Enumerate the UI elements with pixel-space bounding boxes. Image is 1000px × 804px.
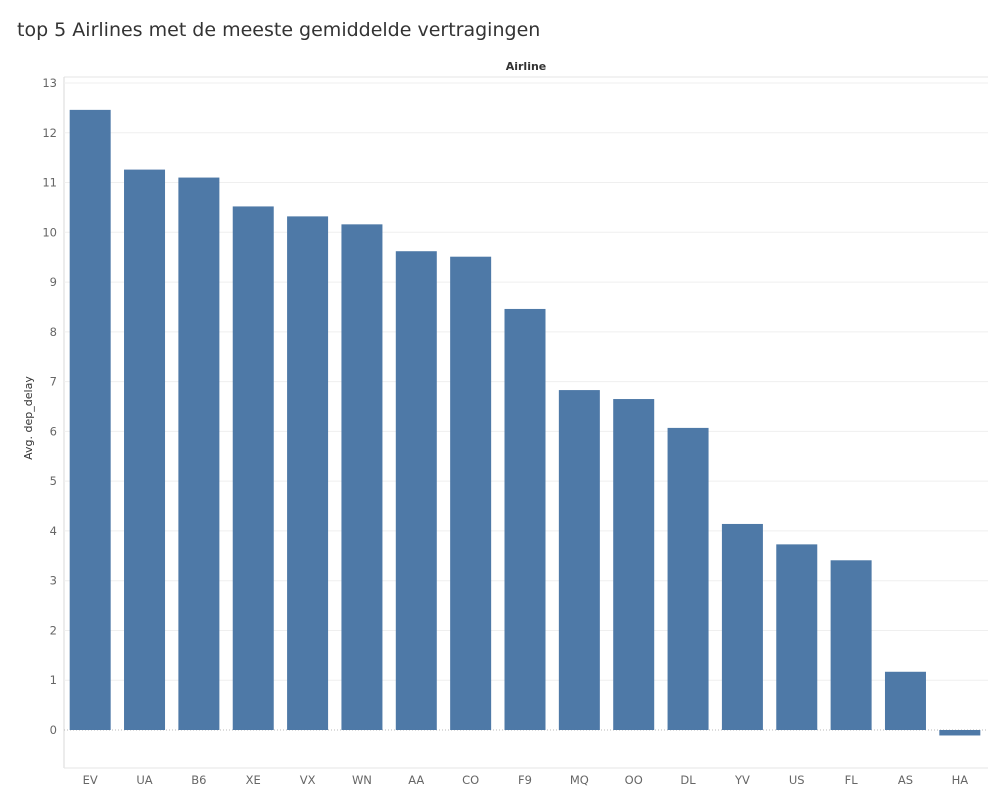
bar [613,399,655,730]
column-header: Airline [506,60,547,73]
bars [69,109,981,736]
bar [124,169,166,731]
bar [287,216,329,731]
y-tick-label: 10 [42,225,57,239]
bar [558,390,600,730]
bar [939,730,981,736]
y-tick-label: 5 [50,474,57,488]
y-tick-label: 6 [50,424,57,438]
x-tick-label: WN [352,773,372,787]
y-tick-label: 0 [50,723,57,737]
x-tick-label: B6 [191,773,206,787]
y-axis-label: Avg. dep_delay [22,376,35,460]
bar [667,427,709,730]
bar [450,256,492,730]
bar [232,206,274,731]
bar [884,671,926,730]
bar [69,109,111,731]
bar [178,177,220,731]
bar [395,251,437,730]
x-tick-label: CO [462,773,479,787]
x-tick-label: UA [136,773,152,787]
x-tick-label: DL [680,773,696,787]
x-tick-label: YV [734,773,750,787]
y-tick-label: 3 [50,574,57,588]
y-tick-label: 4 [50,524,57,538]
x-tick-label: XE [246,773,261,787]
bar [341,224,383,731]
bar [830,560,872,730]
bar [504,308,546,730]
bar [776,544,818,730]
chart-title: top 5 Airlines met de meeste gemiddelde … [17,19,541,41]
y-tick-label: 1 [50,673,57,687]
x-tick-label: FL [845,773,859,787]
x-tick-label: AA [408,773,424,787]
y-tick-label: 9 [50,275,57,289]
y-tick-label: 11 [42,176,57,190]
x-tick-label: HA [952,773,969,787]
x-tick-label: EV [83,773,98,787]
y-tick-label: 2 [50,623,57,637]
x-tick-label: AS [898,773,913,787]
y-tick-label: 12 [42,126,57,140]
x-tick-label: OO [625,773,643,787]
y-tick-label: 13 [42,76,57,90]
x-tick-label: VX [300,773,316,787]
y-tick-label: 7 [50,375,57,389]
x-tick-label: MQ [570,773,589,787]
bar [721,523,763,730]
x-tick-label: F9 [518,773,532,787]
y-tick-label: 8 [50,325,57,339]
x-tick-label: US [789,773,805,787]
